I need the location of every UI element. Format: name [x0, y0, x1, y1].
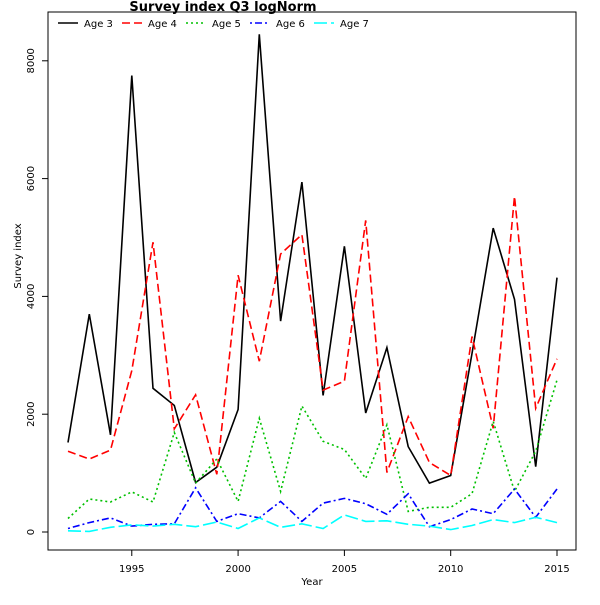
series-line-age-5 — [67, 379, 558, 520]
legend: Age 3 Age 4 Age 5 Age 6 Age 7 — [58, 19, 369, 30]
x-tick-label: 2000 — [225, 564, 250, 575]
legend-item-age-3: Age 3 — [58, 19, 113, 30]
y-tick-label: 4000 — [26, 284, 37, 309]
series-line-age-6 — [67, 486, 558, 530]
x-axis: 1995 2000 2005 2010 2015 — [119, 549, 570, 575]
x-tick-label: 2010 — [438, 564, 463, 575]
legend-label: Age 3 — [84, 19, 113, 30]
legend-label: Age 4 — [148, 19, 177, 30]
x-tick-label: 1995 — [119, 564, 144, 575]
series-layer — [67, 34, 558, 533]
legend-item-age-5: Age 5 — [186, 19, 241, 30]
y-tick-label: 6000 — [26, 166, 37, 191]
legend-item-age-6: Age 6 — [250, 19, 305, 30]
x-tick-label: 2015 — [544, 564, 569, 575]
series-line-age-3 — [67, 34, 558, 485]
legend-item-age-7: Age 7 — [314, 19, 369, 30]
x-tick-label: 2005 — [332, 564, 357, 575]
series-line-age-4 — [67, 196, 558, 477]
x-axis-title: Year — [300, 577, 323, 588]
y-tick-label: 8000 — [26, 48, 37, 73]
y-axis-title: Survey index — [13, 223, 24, 288]
y-axis: 0 2000 4000 6000 8000 — [26, 48, 49, 535]
legend-label: Age 7 — [340, 19, 369, 30]
chart-title: Survey index Q3 logNorm — [129, 0, 316, 15]
y-tick-label: 0 — [26, 529, 37, 535]
legend-label: Age 5 — [212, 19, 241, 30]
legend-label: Age 6 — [276, 19, 305, 30]
y-tick-label: 2000 — [26, 401, 37, 426]
legend-item-age-4: Age 4 — [122, 19, 177, 30]
